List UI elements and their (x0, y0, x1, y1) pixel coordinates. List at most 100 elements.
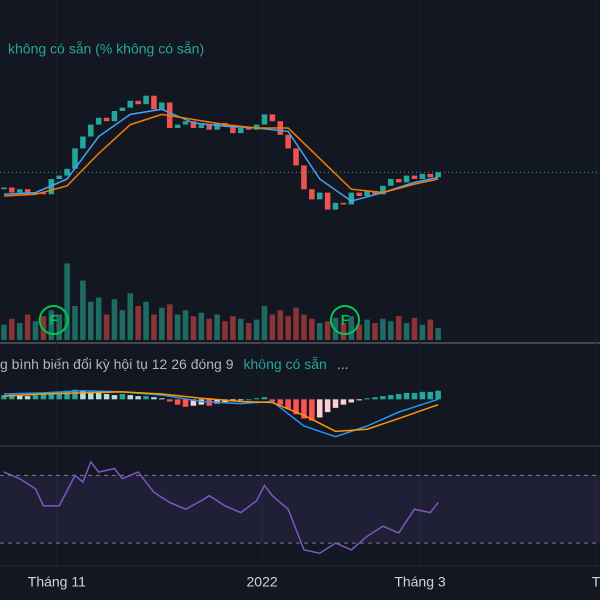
volume-bar (261, 306, 268, 340)
histogram-bar (143, 396, 149, 400)
volume-bar (111, 299, 118, 340)
volume-bar (380, 318, 386, 340)
volume-bar (245, 323, 252, 340)
volume-bar (222, 321, 228, 340)
volume-bar (253, 319, 260, 340)
volume-bar (72, 306, 78, 340)
volume-bar (309, 318, 315, 340)
volume-bar (403, 323, 410, 340)
histogram-bar (293, 399, 299, 415)
indicator-line (3, 460, 439, 555)
histogram-bar (127, 395, 134, 400)
volume-bar (388, 321, 394, 340)
histogram-bar (119, 394, 126, 400)
histogram-bar (316, 399, 323, 418)
candle-body (301, 165, 307, 190)
volume-bar (9, 318, 15, 340)
candle-body (159, 102, 165, 110)
volume-bar (16, 323, 23, 340)
candle-body (411, 175, 418, 179)
volume-bar (395, 316, 402, 340)
marker-label: F (49, 312, 58, 328)
volume-bar (364, 319, 370, 340)
volume-bar (230, 316, 236, 340)
marker-circle (38, 305, 69, 335)
volume-bar (135, 306, 141, 340)
candle-body (403, 175, 410, 183)
volume-bar (293, 307, 299, 340)
volume-bar (56, 314, 62, 340)
candle-body (127, 100, 134, 108)
volume-bar (119, 310, 126, 340)
candle-body (95, 117, 102, 125)
volume-bar (103, 314, 110, 340)
volume-bar (64, 263, 70, 340)
candle-body (56, 175, 62, 179)
histogram-bar (111, 395, 118, 400)
rsi-band (0, 475, 600, 544)
histogram-bar (182, 399, 189, 407)
candle-body (316, 192, 323, 200)
candle-body (151, 95, 157, 110)
candle-body (182, 121, 189, 125)
marker-label: F (341, 312, 350, 328)
candle-body (143, 95, 149, 105)
candle-body (80, 136, 86, 149)
candle-body (419, 173, 426, 179)
volume-bar (174, 314, 181, 340)
histogram-bar (395, 394, 402, 400)
candle-body (198, 124, 205, 128)
histogram-bar (388, 395, 394, 400)
histogram-bar (56, 391, 62, 400)
indicator-line (3, 113, 439, 197)
histogram-bar (340, 399, 347, 405)
candle-body (285, 134, 291, 149)
volume-bar (277, 310, 284, 340)
candle-body (372, 190, 378, 195)
candle-body (1, 187, 7, 190)
indicator-line (3, 108, 439, 202)
histogram-bar (88, 391, 94, 400)
volume-bar (238, 318, 244, 340)
histogram-bar (190, 399, 197, 406)
histogram-bar (80, 390, 86, 400)
candle-body (72, 148, 78, 169)
volume-bar (24, 314, 31, 340)
volume-bar (95, 297, 102, 340)
histogram-bar (427, 391, 434, 400)
x-tick-label: Tháng 3 (394, 574, 446, 590)
candle-body (111, 111, 118, 122)
candle-body (427, 173, 434, 178)
volume-bar (190, 316, 197, 340)
histogram-bar (40, 394, 47, 400)
candle-body (16, 189, 23, 193)
histogram-bar (32, 395, 39, 400)
volume-bar (356, 324, 362, 340)
volume-bar (32, 321, 39, 340)
histogram-bar (301, 399, 307, 419)
volume-bar (143, 301, 149, 340)
histogram-bar (253, 398, 260, 400)
histogram-bar (64, 390, 70, 400)
histogram-bar (380, 396, 386, 400)
candle-body (230, 126, 236, 134)
volume-bar (214, 314, 220, 340)
volume-bar (285, 316, 291, 340)
candle-body (32, 192, 39, 195)
macd-value: không có sẵn (244, 356, 327, 372)
candle-body (435, 172, 441, 178)
volume-bar (411, 317, 418, 340)
candle-body (332, 202, 339, 210)
histogram-bar (411, 392, 418, 400)
histogram-bar (285, 399, 291, 409)
x-tick-label: 2022 (247, 574, 278, 590)
candle-body (340, 202, 347, 205)
histogram-bar (103, 394, 110, 400)
candle-body (245, 128, 252, 130)
volume-bar (166, 304, 173, 340)
histogram-bar (403, 392, 410, 400)
volume-bar (419, 324, 426, 340)
volume-bar (198, 312, 205, 340)
volume-bar (151, 314, 157, 340)
indicator-line (3, 390, 439, 438)
